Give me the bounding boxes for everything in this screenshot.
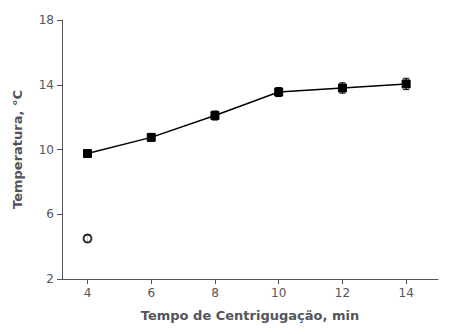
svg-text:12: 12 (335, 286, 350, 300)
svg-text:14: 14 (39, 78, 54, 92)
svg-text:4: 4 (84, 286, 92, 300)
svg-text:Temperatura, °C: Temperatura, °C (10, 90, 25, 209)
svg-text:18: 18 (39, 13, 54, 27)
svg-text:14: 14 (398, 286, 413, 300)
svg-text:Tempo de Centrigugação, min: Tempo de Centrigugação, min (141, 308, 359, 323)
svg-text:8: 8 (211, 286, 219, 300)
svg-text:6: 6 (147, 286, 155, 300)
svg-text:2: 2 (46, 272, 54, 286)
svg-text:6: 6 (46, 207, 54, 221)
svg-text:10: 10 (39, 143, 54, 157)
svg-text:10: 10 (271, 286, 286, 300)
